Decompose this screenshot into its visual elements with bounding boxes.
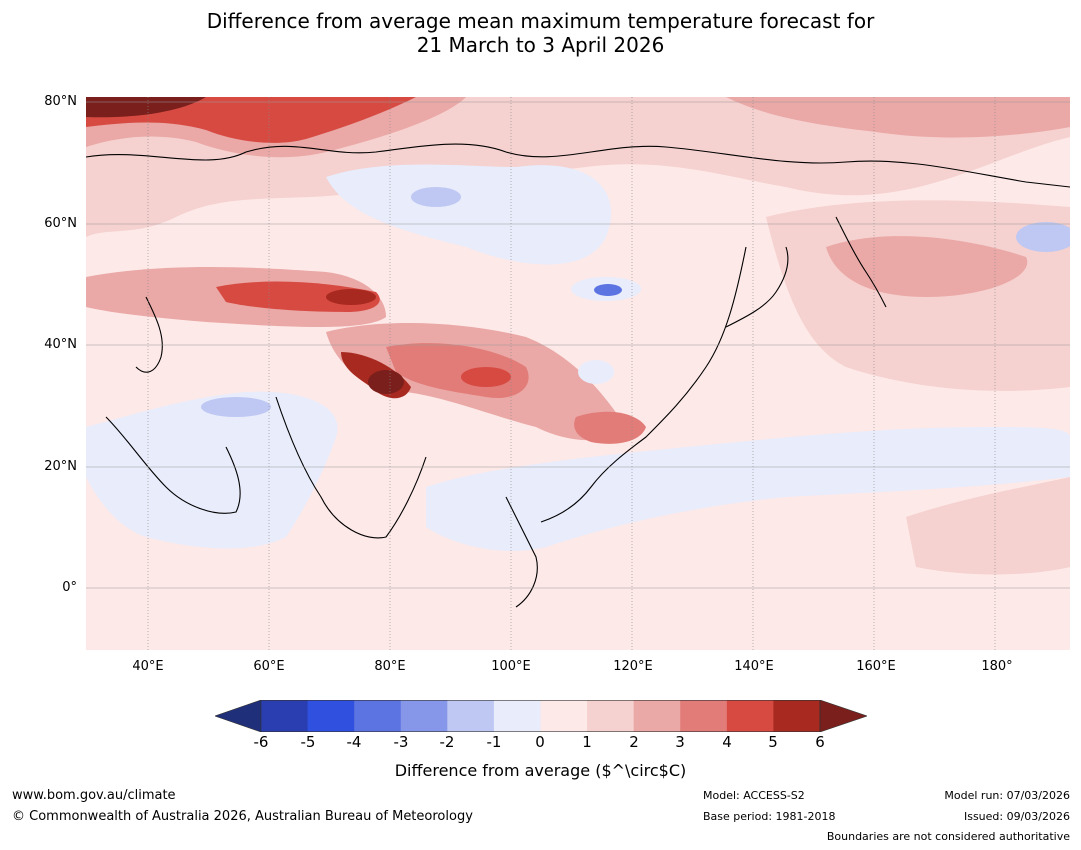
colorbar-tick-2: 2	[629, 733, 639, 751]
temperature-anomaly-map	[86, 97, 1070, 650]
coastline-kamchatka	[835, 216, 887, 308]
footer-model-run: Model run: 07/03/2026	[944, 789, 1070, 802]
lon-label-180: 180°	[981, 659, 1013, 674]
colorbar-swatch	[447, 700, 495, 732]
region-india-cool-spot	[201, 397, 271, 417]
chart-title-line1: Difference from average mean maximum tem…	[206, 9, 875, 33]
lat-label-20n: 20°N	[44, 459, 77, 474]
lat-label-80n: 80°N	[44, 94, 77, 109]
colorbar-swatch	[633, 700, 681, 732]
lon-label-60e: 60°E	[253, 659, 285, 674]
lat-label-60n: 60°N	[44, 216, 77, 231]
colorbar-swatch	[540, 700, 588, 732]
coastline-east-asia	[540, 246, 747, 523]
footer-base-period: Base period: 1981-2018	[703, 810, 836, 823]
region-pacific-ne-warm	[826, 236, 1028, 297]
lat-label-40n: 40°N	[44, 337, 77, 352]
colorbar-tick-m2: -2	[439, 733, 455, 751]
region-central-asia-hot	[326, 289, 376, 305]
colorbar-tick-0: 0	[535, 733, 545, 751]
colorbar-tick-4: 4	[722, 733, 732, 751]
colorbar-swatch	[400, 700, 448, 732]
footer-url[interactable]: www.bom.gov.au/climate	[12, 788, 176, 803]
region-china-hot-spot	[461, 367, 511, 387]
region-pacific-cool-spot	[1016, 222, 1070, 252]
lon-label-120e: 120°E	[613, 659, 653, 674]
colorbar-tick-m4: -4	[346, 733, 362, 751]
colorbar-tick-m1: -1	[486, 733, 502, 751]
footer-copyright: © Commonwealth of Australia 2026, Austra…	[12, 809, 473, 824]
colorbar-tick-3: 3	[675, 733, 685, 751]
region-china-cool-spot	[578, 360, 614, 384]
region-south-china	[574, 411, 646, 444]
coastline-india	[275, 396, 427, 539]
colorbar-swatch	[726, 700, 774, 732]
map-graticule	[147, 97, 996, 650]
lon-label-140e: 140°E	[734, 659, 774, 674]
footer-issued: Issued: 09/03/2026	[963, 810, 1070, 823]
lon-label-160e: 160°E	[856, 659, 896, 674]
colorbar-swatch	[773, 700, 821, 732]
colorbar	[215, 700, 867, 732]
coastline-arabia	[105, 416, 241, 514]
footer-model: Model: ACCESS-S2	[703, 789, 805, 802]
map-latitude-lines	[86, 101, 1070, 589]
region-india-west	[86, 391, 338, 549]
colorbar-swatch	[307, 700, 355, 732]
colorbar-swatch	[587, 700, 635, 732]
footer-boundaries: Boundaries are not considered authoritat…	[826, 830, 1070, 843]
region-mongolia-spot	[594, 284, 622, 296]
region-pacific-se	[906, 477, 1070, 575]
colorbar-swatch	[493, 700, 541, 732]
colorbar-arrow-high	[819, 700, 867, 732]
colorbar-label: Difference from average ($^\circ$C)	[394, 761, 687, 780]
lon-label-100e: 100°E	[491, 659, 531, 674]
colorbar-tick-m3: -3	[393, 733, 409, 751]
coastline-arctic	[86, 143, 1070, 188]
colorbar-tick-6: 6	[815, 733, 825, 751]
region-siberia-west	[326, 164, 612, 265]
colorbar-swatch	[680, 700, 728, 732]
lon-label-80e: 80°E	[374, 659, 406, 674]
colorbar-swatch	[354, 700, 402, 732]
region-tibet-hot	[368, 370, 404, 394]
lon-label-40e: 40°E	[132, 659, 164, 674]
coastline-caspian	[135, 296, 163, 373]
colorbar-tick-m6: -6	[253, 733, 269, 751]
region-maritime-se-asia	[426, 427, 1070, 551]
coastline-japan	[725, 246, 789, 328]
region-siberia-cool-spot	[411, 187, 461, 207]
colorbar-tick-1: 1	[582, 733, 592, 751]
chart-title-line2: 21 March to 3 April 2026	[416, 33, 665, 57]
colorbar-tick-5: 5	[768, 733, 778, 751]
colorbar-arrow-low	[215, 700, 262, 732]
coastline-indochina	[505, 496, 538, 608]
colorbar-swatch	[261, 700, 309, 732]
region-central-asia-band	[216, 281, 380, 312]
colorbar-tick-m5: -5	[300, 733, 316, 751]
lat-label-0: 0°	[62, 580, 77, 595]
region-arctic-ne	[726, 97, 1070, 138]
